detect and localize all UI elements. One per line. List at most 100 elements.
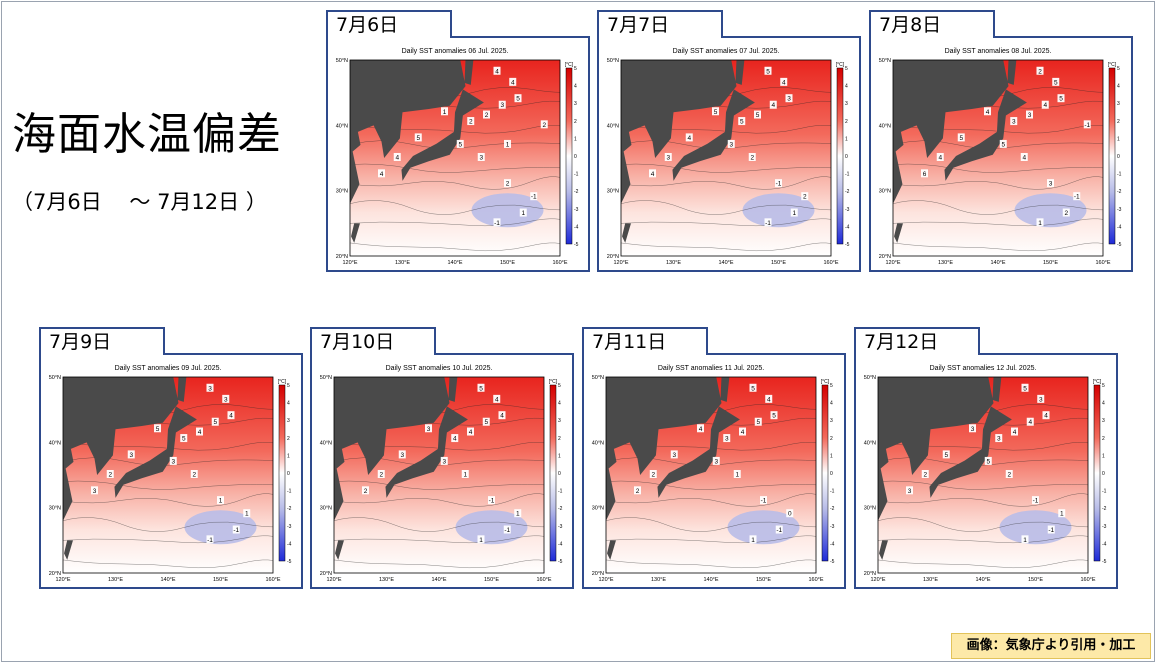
anomaly-label-bg bbox=[942, 450, 950, 459]
anomaly-value-label: 2 bbox=[803, 194, 807, 201]
colorbar-tick-label: 1 bbox=[1102, 453, 1105, 459]
sst-anomaly-map: Daily SST anomalies 06 Jul. 2025. 4 4 5 3 2 2 1… bbox=[336, 48, 579, 266]
panel-date-tab: 7月7日 bbox=[597, 10, 723, 38]
colorbar-tick-label: 4 bbox=[1117, 84, 1120, 90]
japan-land bbox=[385, 406, 468, 498]
colorbar-tick-label: -1 bbox=[558, 489, 563, 495]
anomaly-label-bg bbox=[1020, 153, 1028, 161]
colorbar-unit: [°C] bbox=[549, 379, 558, 385]
colorbar-tick-label: 1 bbox=[287, 453, 290, 459]
map-box: Daily SST anomalies 06 Jul. 2025. 4 4 5 3 2 2 1… bbox=[326, 36, 590, 272]
anomaly-value-label: 2 bbox=[469, 119, 473, 126]
contour-line bbox=[63, 559, 273, 569]
anomaly-label-bg bbox=[91, 486, 98, 495]
anomaly-label-bg bbox=[206, 535, 214, 544]
anomaly-label-bg bbox=[514, 94, 522, 103]
anomaly-label-bg bbox=[1011, 427, 1018, 436]
anomaly-value-label: 2 bbox=[1038, 68, 1042, 75]
anomaly-label-bg bbox=[378, 169, 385, 178]
anomaly-label-bg bbox=[1083, 120, 1091, 129]
chart-title: Daily SST anomalies 12 Jul. 2025. bbox=[930, 365, 1037, 372]
anomaly-value-label: 4 bbox=[699, 426, 703, 433]
anomaly-value-label: 5 bbox=[740, 119, 744, 126]
colorbar-tick-label: 2 bbox=[1102, 436, 1105, 442]
colorbar-tick-label: 0 bbox=[830, 471, 833, 477]
anomaly-value-label: 2 bbox=[651, 472, 655, 479]
anomaly-label-bg bbox=[1005, 470, 1013, 478]
longitude-label: 130°E bbox=[666, 260, 681, 266]
japan-land bbox=[657, 406, 740, 498]
latitude-label: 20°N bbox=[607, 254, 619, 260]
anomaly-label-bg bbox=[482, 417, 490, 426]
latitude-label: 40°N bbox=[879, 123, 891, 129]
colorbar-tick-label: 1 bbox=[845, 136, 848, 142]
anomaly-label-bg bbox=[770, 411, 778, 420]
contour-line bbox=[334, 535, 544, 544]
anomaly-label-bg bbox=[243, 509, 251, 518]
cool-anomaly-region bbox=[455, 510, 528, 545]
longitude-label: 160°E bbox=[536, 577, 551, 583]
colorbar-tick-label: -1 bbox=[574, 172, 579, 178]
contour-line bbox=[63, 517, 273, 532]
anomaly-value-label: 1 bbox=[735, 472, 739, 479]
anomaly-value-label: 3 bbox=[171, 458, 175, 465]
anomaly-label-bg bbox=[906, 486, 913, 495]
longitude-label: 160°E bbox=[265, 577, 280, 583]
map-box: Daily SST anomalies 10 Jul. 2025. 5 4 4 5 4 4 3… bbox=[310, 353, 574, 589]
colorbar-tick-label: -4 bbox=[830, 541, 835, 547]
colorbar-tick-label: 4 bbox=[558, 401, 561, 407]
latitude-label: 30°N bbox=[336, 189, 348, 195]
anomaly-value-label: 5 bbox=[1059, 96, 1063, 103]
longitude-label: 160°E bbox=[1080, 577, 1095, 583]
colorbar-tick-label: 2 bbox=[830, 436, 833, 442]
colorbar-tick-label: -5 bbox=[574, 242, 579, 248]
colorbar-unit: [°C] bbox=[1108, 62, 1117, 68]
anomaly-label-bg bbox=[530, 192, 538, 201]
anomaly-value-label: 3 bbox=[400, 452, 404, 459]
colorbar-tick-label: -1 bbox=[287, 489, 292, 495]
anomaly-label-bg bbox=[999, 139, 1007, 148]
longitude-label: 150°E bbox=[771, 260, 786, 266]
anomaly-value-label: -1 bbox=[765, 220, 771, 227]
anomaly-value-label: 4 bbox=[741, 429, 745, 436]
map-box: Daily SST anomalies 11 Jul. 2025. 5 4 5 5 4 3 4… bbox=[582, 353, 846, 589]
anomaly-label-bg bbox=[377, 470, 385, 478]
anomaly-value-label: 2 bbox=[108, 472, 112, 479]
anomaly-value-label: 2 bbox=[1064, 210, 1068, 217]
contour-line bbox=[350, 218, 560, 227]
colorbar-tick-label: -3 bbox=[830, 524, 835, 530]
anomaly-label-bg bbox=[1036, 66, 1044, 75]
longitude-label: 140°E bbox=[431, 577, 446, 583]
anomaly-value-label: 4 bbox=[651, 171, 655, 178]
anomaly-label-bg bbox=[493, 394, 501, 403]
colorbar-tick-label: -2 bbox=[558, 506, 563, 512]
anomaly-label-bg bbox=[493, 218, 501, 227]
anomaly-label-bg bbox=[664, 153, 672, 161]
sst-anomaly-map: Daily SST anomalies 07 Jul. 2025. 5 4 3 4 5 5 5… bbox=[607, 48, 850, 266]
anomaly-value-label: -1 bbox=[1048, 527, 1054, 534]
cool-anomaly-region bbox=[742, 193, 815, 228]
colorbar-tick-label: -2 bbox=[1117, 189, 1122, 195]
anomaly-label-bg bbox=[649, 169, 656, 178]
anomaly-label-bg bbox=[649, 470, 657, 478]
latitude-label: 50°N bbox=[320, 375, 332, 381]
colorbar-tick-label: -5 bbox=[845, 242, 850, 248]
latitude-label: 50°N bbox=[864, 375, 876, 381]
chart-title: Daily SST anomalies 09 Jul. 2025. bbox=[115, 365, 222, 372]
longitude-label: 150°E bbox=[1028, 577, 1043, 583]
colorbar-tick-label: -1 bbox=[1102, 489, 1107, 495]
anomaly-value-label: 5 bbox=[959, 135, 963, 142]
colorbar-tick-label: 1 bbox=[558, 453, 561, 459]
anomaly-value-label: 3 bbox=[714, 458, 718, 465]
colorbar-tick-label: -4 bbox=[574, 224, 579, 230]
colorbar-tick-label: -1 bbox=[845, 172, 850, 178]
map-panel-jul09: 7月9日 Daily SST anomalies 09 Jul. 2025. 3 3… bbox=[39, 327, 303, 589]
longitude-label: 140°E bbox=[975, 577, 990, 583]
anomaly-value-label: 5 bbox=[182, 436, 186, 443]
anomaly-label-bg bbox=[786, 509, 794, 518]
latitude-label: 20°N bbox=[864, 571, 876, 577]
anomaly-value-label: 1 bbox=[506, 141, 510, 148]
anomaly-value-label: 5 bbox=[479, 385, 483, 392]
colorbar-tick-label: 5 bbox=[558, 383, 561, 389]
anomaly-label-bg bbox=[790, 208, 798, 217]
